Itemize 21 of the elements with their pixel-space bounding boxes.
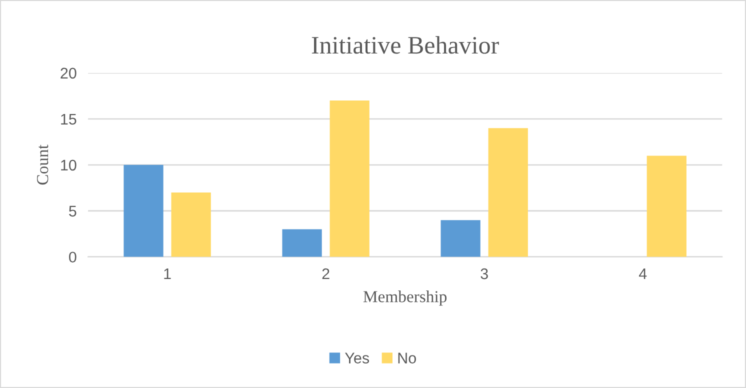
y-tick-label: 20 bbox=[60, 68, 76, 79]
chart-title: Initiative Behavior bbox=[312, 36, 499, 54]
y-tick-label: 15 bbox=[61, 114, 76, 125]
legend-label: No bbox=[398, 352, 416, 364]
bar bbox=[488, 128, 528, 257]
y-axis-title: Count bbox=[37, 144, 48, 185]
bar bbox=[440, 220, 480, 257]
y-tick-label: 5 bbox=[69, 206, 76, 217]
x-tick-label: 1 bbox=[164, 268, 171, 280]
x-axis-title: Membership bbox=[363, 290, 447, 306]
x-tick-label: 4 bbox=[638, 268, 647, 280]
y-tick-label: 0 bbox=[69, 252, 76, 263]
legend-label: Yes bbox=[344, 352, 370, 364]
bar bbox=[124, 164, 164, 257]
bar bbox=[646, 156, 686, 257]
x-tick-label: 3 bbox=[480, 268, 488, 280]
x-tick-label: 2 bbox=[322, 268, 330, 280]
y-tick-label: 10 bbox=[61, 160, 76, 171]
bar bbox=[171, 192, 211, 257]
bar bbox=[330, 100, 370, 257]
bar bbox=[282, 229, 322, 257]
